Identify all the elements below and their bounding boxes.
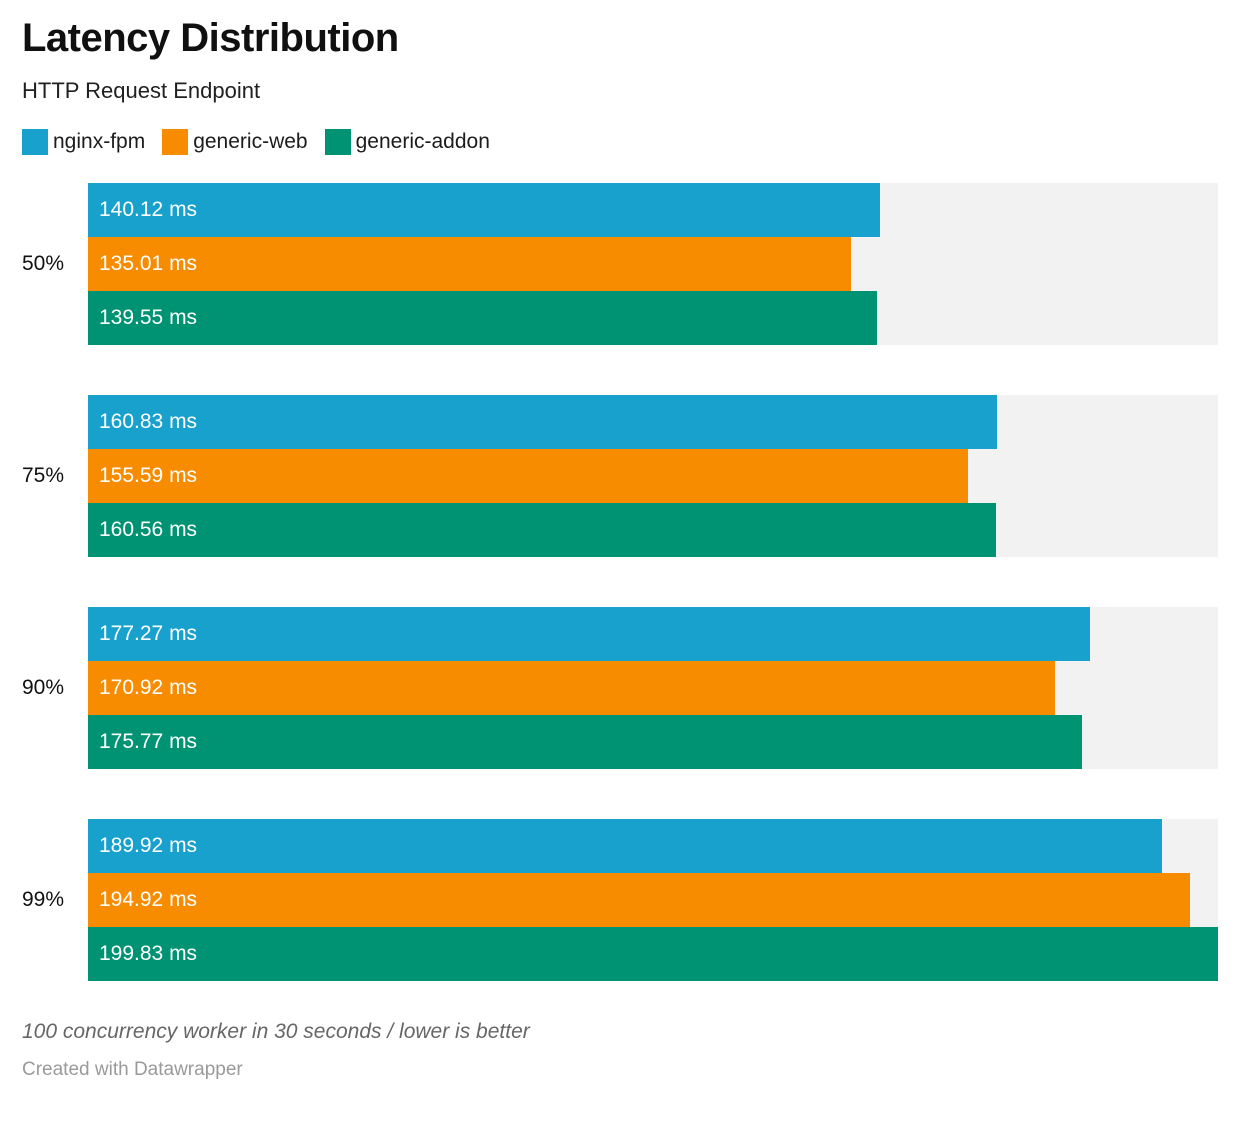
- legend-item-label: generic-web: [193, 130, 308, 154]
- legend-swatch-icon: [324, 129, 351, 156]
- bar-generic-addon: 175.77 ms: [88, 715, 1082, 770]
- bar-generic-web: 155.59 ms: [88, 449, 968, 504]
- bar-value-label: 189.92 ms: [99, 834, 198, 858]
- legend-item-generic-web: generic-web: [162, 129, 308, 156]
- percentile-label: 75%: [21, 464, 64, 488]
- bar-value-label: 155.59 ms: [99, 464, 198, 488]
- percentile-label: 99%: [21, 888, 64, 912]
- bar-nginx-fpm: 160.83 ms: [88, 395, 998, 450]
- bar-nginx-fpm: 140.12 ms: [88, 183, 881, 238]
- percentile-group: 50% 140.12 ms 135.01 ms 139.55 ms: [21, 183, 1218, 346]
- legend-swatch-icon: [22, 129, 48, 156]
- chart-page: Latency Distribution HTTP Request Endpoi…: [21, 16, 1218, 1080]
- bar-nginx-fpm: 177.27 ms: [88, 607, 1091, 662]
- bar-track: 189.92 ms 194.92 ms 199.83 ms: [88, 819, 1218, 982]
- bar-value-label: 175.77 ms: [99, 730, 198, 754]
- percentile-group: 99% 189.92 ms 194.92 ms 199.83 ms: [21, 819, 1218, 982]
- bar-value-label: 199.83 ms: [99, 942, 198, 966]
- datawrapper-credit: Created with Datawrapper: [22, 1058, 243, 1080]
- bar-value-label: 177.27 ms: [99, 622, 198, 646]
- bar-track: 140.12 ms 135.01 ms 139.55 ms: [88, 183, 1218, 346]
- chart-footer: 100 concurrency worker in 30 seconds / l…: [22, 1019, 1218, 1080]
- bar-generic-addon: 139.55 ms: [88, 291, 878, 346]
- legend-item-generic-addon: generic-addon: [324, 129, 490, 156]
- bar-nginx-fpm: 189.92 ms: [88, 819, 1162, 874]
- bar-track: 177.27 ms 170.92 ms 175.77 ms: [88, 607, 1218, 770]
- bar-generic-addon: 199.83 ms: [88, 927, 1218, 982]
- percentile-group: 75% 160.83 ms 155.59 ms 160.56 ms: [21, 395, 1218, 558]
- legend-item-label: nginx-fpm: [53, 130, 146, 154]
- page-title: Latency Distribution: [22, 16, 399, 60]
- bar-value-label: 170.92 ms: [99, 676, 198, 700]
- bar-value-label: 160.56 ms: [99, 518, 198, 542]
- bar-generic-addon: 160.56 ms: [88, 503, 996, 558]
- legend-item-label: generic-addon: [355, 130, 490, 154]
- percentile-group: 90% 177.27 ms 170.92 ms 175.77 ms: [21, 607, 1218, 770]
- bar-value-label: 140.12 ms: [99, 198, 198, 222]
- bar-generic-web: 194.92 ms: [88, 873, 1191, 928]
- bar-generic-web: 135.01 ms: [88, 237, 852, 292]
- percentile-label: 90%: [21, 676, 64, 700]
- bar-value-label: 139.55 ms: [99, 306, 198, 330]
- bar-track: 160.83 ms 155.59 ms 160.56 ms: [88, 395, 1218, 558]
- percentile-label: 50%: [21, 252, 64, 276]
- legend-item-nginx-fpm: nginx-fpm: [22, 129, 146, 156]
- bar-value-label: 194.92 ms: [99, 888, 198, 912]
- grouped-bar-chart: 50% 140.12 ms 135.01 ms 139.55 ms 75% 160.83 …: [21, 183, 1218, 982]
- chart-legend: nginx-fpm generic-web generic-addon: [22, 129, 1218, 156]
- footer-note: 100 concurrency worker in 30 seconds / l…: [22, 1020, 530, 1044]
- bar-value-label: 160.83 ms: [99, 410, 198, 434]
- legend-swatch-icon: [162, 129, 189, 156]
- chart-subtitle: HTTP Request Endpoint: [22, 78, 261, 103]
- bar-value-label: 135.01 ms: [99, 252, 198, 276]
- bar-generic-web: 170.92 ms: [88, 661, 1055, 716]
